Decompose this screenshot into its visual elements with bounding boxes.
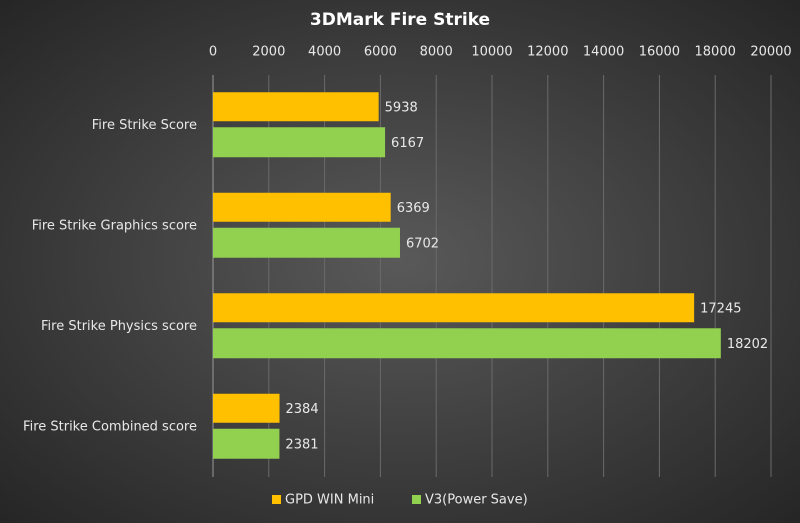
x-tick-label: 12000	[527, 45, 568, 60]
x-tick-label: 10000	[471, 45, 512, 60]
bar	[213, 328, 721, 359]
bar	[213, 428, 280, 459]
legend-label: GPD WIN Mini	[285, 493, 374, 508]
data-label: 2384	[286, 402, 319, 417]
bar	[213, 127, 386, 158]
y-tick-label: Fire Strike Physics score	[41, 319, 197, 334]
legend-swatch	[412, 495, 421, 504]
y-tick-label: Fire Strike Score	[92, 118, 197, 133]
x-tick-label: 6000	[364, 45, 397, 60]
chart-title: 3DMark Fire Strike	[310, 10, 490, 30]
data-label: 18202	[727, 337, 768, 352]
x-tick-label: 2000	[252, 45, 285, 60]
y-tick-label: Fire Strike Graphics score	[32, 218, 197, 233]
data-label: 17245	[700, 301, 741, 316]
legend-swatch	[272, 495, 281, 504]
x-tick-label: 14000	[583, 45, 624, 60]
bar	[213, 92, 379, 122]
bar	[213, 227, 400, 258]
x-tick-label: 20000	[750, 45, 791, 60]
y-tick-label: Fire Strike Combined score	[23, 419, 197, 434]
legend-label: V3(Power Save)	[425, 493, 528, 508]
data-label: 2381	[285, 437, 318, 452]
x-tick-label: 0	[209, 45, 217, 60]
data-label: 6702	[406, 236, 439, 251]
x-tick-label: 4000	[308, 45, 341, 60]
x-tick-label: 8000	[420, 45, 453, 60]
bar	[213, 393, 280, 423]
x-tick-label: 18000	[695, 45, 736, 60]
data-label: 6369	[397, 201, 430, 216]
data-label: 5938	[385, 100, 418, 115]
bar	[213, 293, 695, 323]
x-tick-label: 16000	[639, 45, 680, 60]
data-label: 6167	[391, 136, 424, 151]
bar	[213, 192, 391, 222]
